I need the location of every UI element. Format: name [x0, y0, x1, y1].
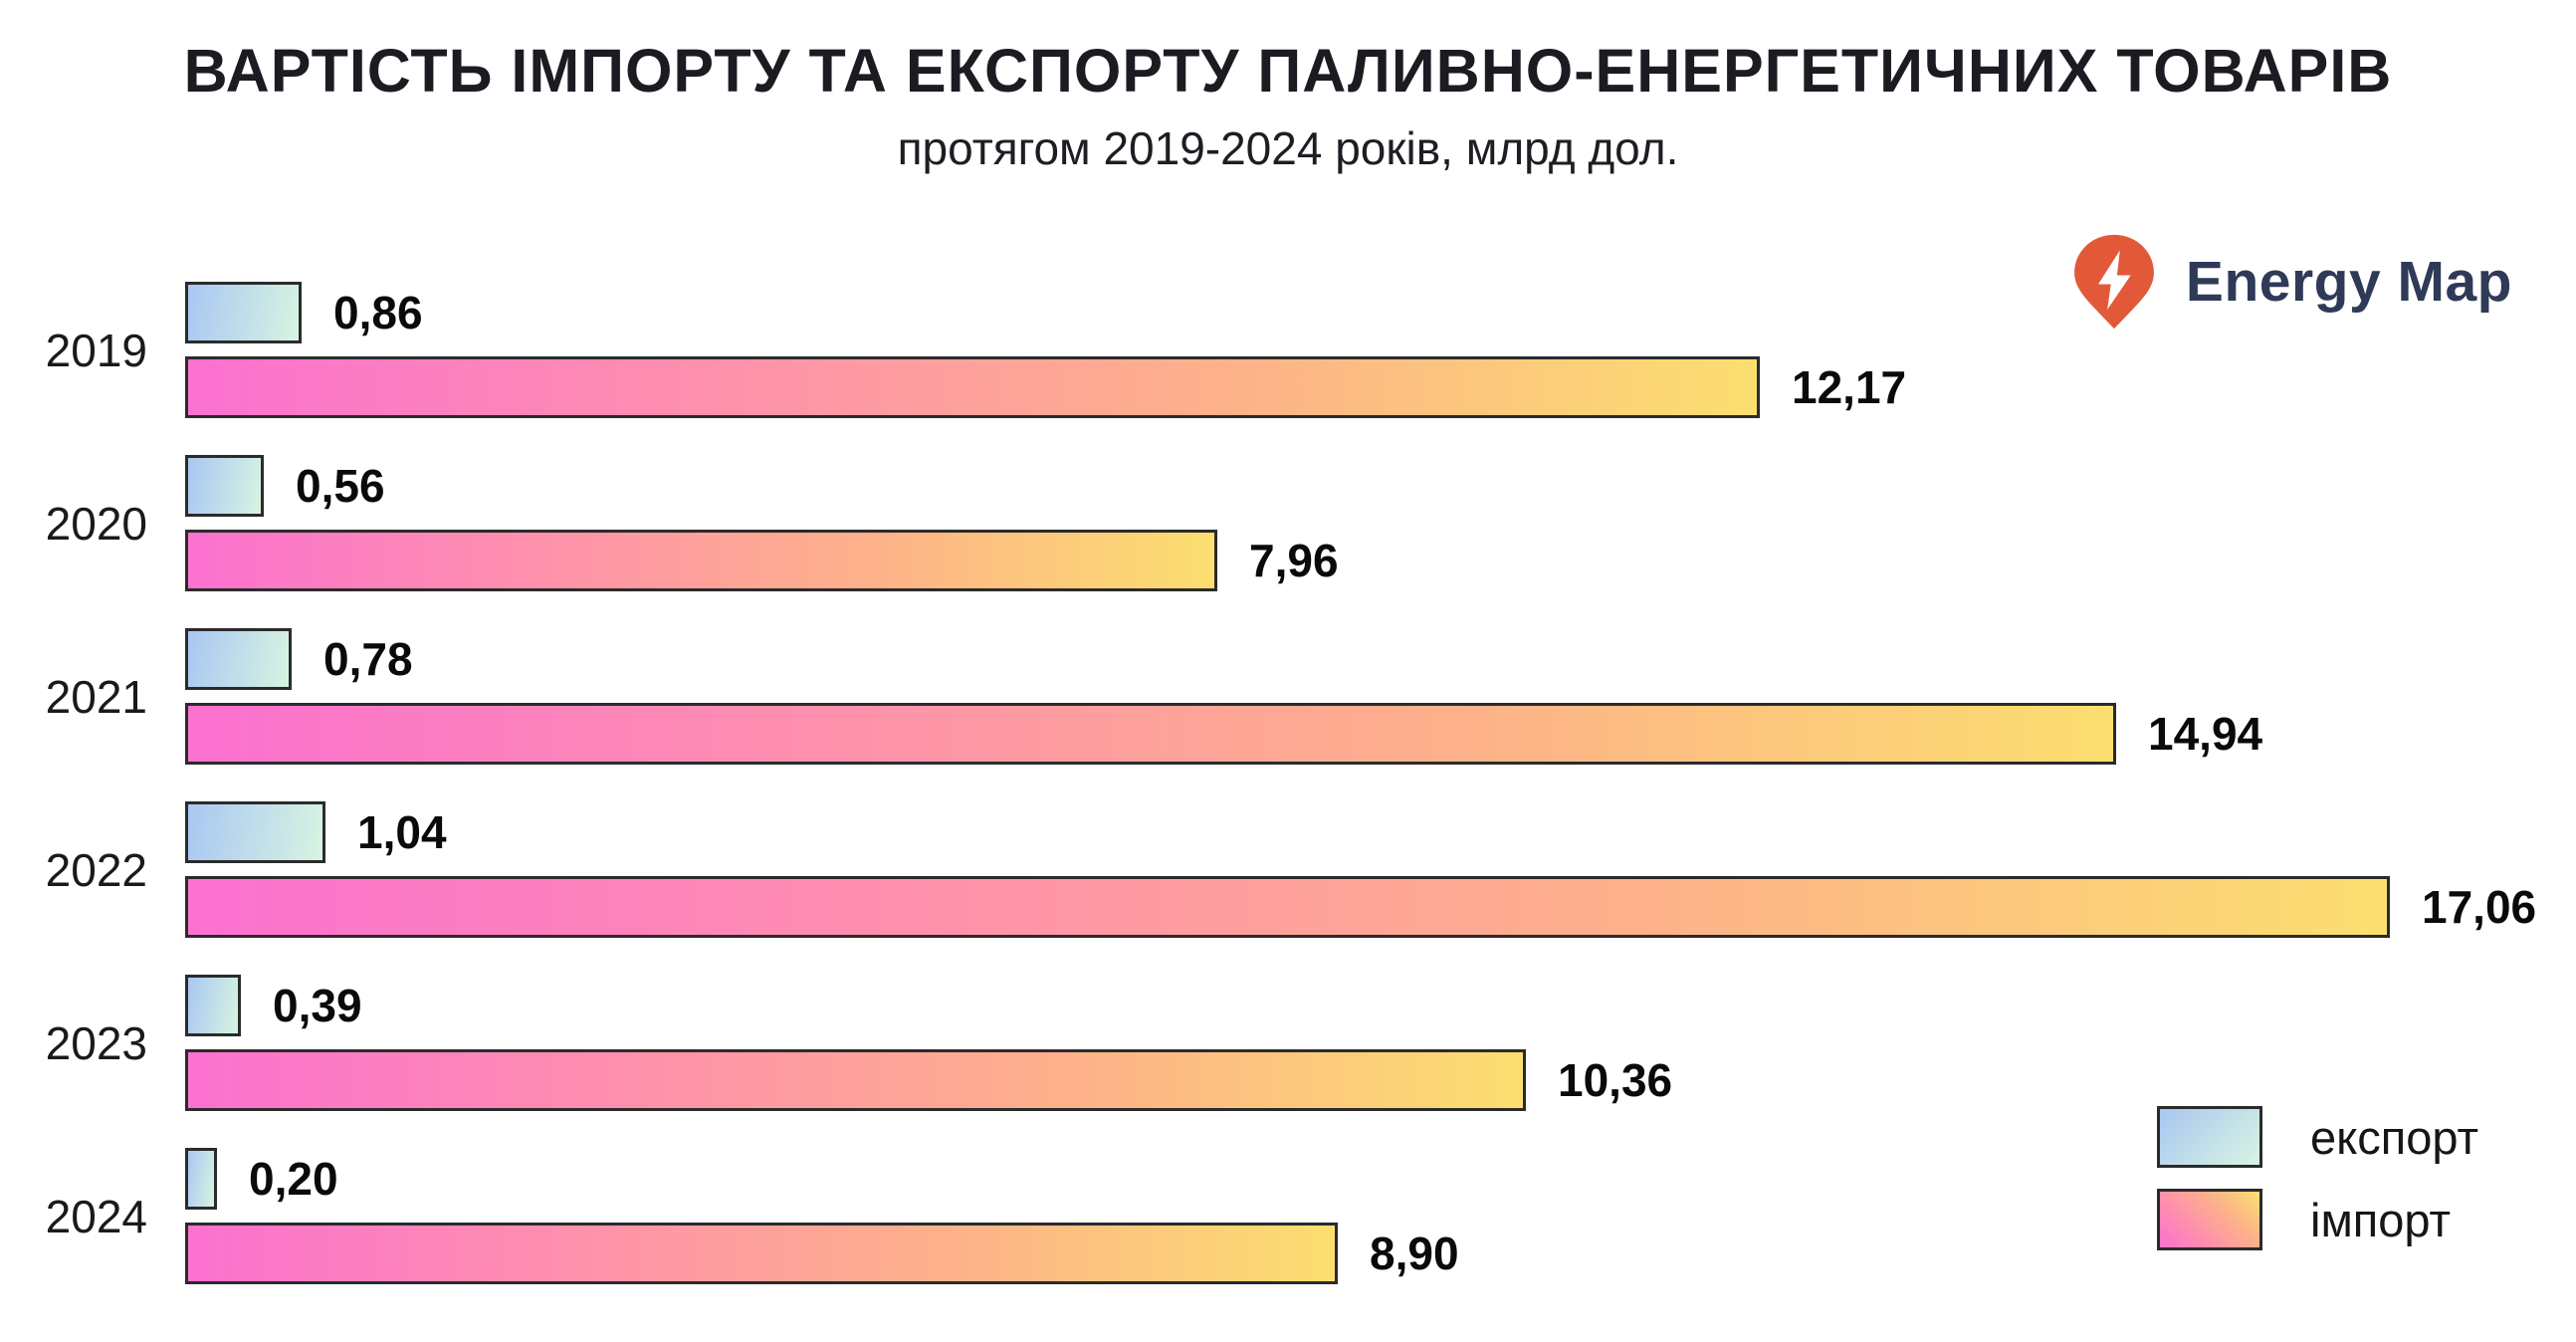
barline-export-2022: 1,04	[185, 801, 2576, 863]
value-label-import-2021: 14,94	[2148, 708, 2263, 760]
chart-row-2024: 2024 0,20 8,90	[0, 1148, 2576, 1284]
value-label-import-2020: 7,96	[1249, 535, 1339, 586]
year-label-2022: 2022	[45, 843, 147, 896]
value-label-export-2021: 0,78	[323, 633, 413, 685]
legend-item-export: експорт	[2157, 1106, 2478, 1168]
barline-export-2019: 0,86	[185, 282, 2576, 343]
bar-import-2021	[185, 703, 2116, 765]
bar-export-2021	[185, 628, 292, 690]
year-label-2023: 2023	[45, 1016, 147, 1069]
barline-import-2023: 10,36	[185, 1049, 2576, 1111]
bar-export-2020	[185, 455, 264, 517]
value-label-export-2022: 1,04	[357, 806, 447, 858]
bar-export-2022	[185, 801, 325, 863]
bar-export-2023	[185, 975, 241, 1036]
year-label-2021: 2021	[45, 670, 147, 723]
energy-map-wordmark: Energy Map	[2185, 250, 2512, 314]
bar-import-2019	[185, 356, 1760, 418]
legend-label-export: експорт	[2310, 1110, 2478, 1164]
value-label-import-2019: 12,17	[1792, 361, 1907, 413]
chart-legend: експорт імпорт	[2157, 1106, 2478, 1250]
chart-row-2020: 2020 0,56 7,96	[0, 455, 2576, 591]
value-label-import-2022: 17,06	[2422, 881, 2537, 933]
bar-import-2020	[185, 530, 1217, 591]
bar-import-2024	[185, 1223, 1338, 1284]
chart-row-2023: 2023 0,39 10,36	[0, 975, 2576, 1111]
chart-title: ВАРТІСТЬ ІМПОРТУ ТА ЕКСПОРТУ ПАЛИВНО-ЕНЕ…	[183, 37, 2393, 105]
energy-map-logo: Energy Map	[2070, 233, 2512, 331]
lightning-pin-icon	[2073, 234, 2154, 330]
barline-import-2021: 14,94	[185, 703, 2576, 765]
legend-label-import: імпорт	[2310, 1193, 2452, 1246]
barline-export-2021: 0,78	[185, 628, 2576, 690]
import-swatch	[2157, 1189, 2263, 1250]
chart-header: ВАРТІСТЬ ІМПОРТУ ТА ЕКСПОРТУ ПАЛИВНО-ЕНЕ…	[0, 36, 2576, 175]
chart-row-2022: 2022 1,04 17,06	[0, 801, 2576, 938]
value-label-export-2020: 0,56	[296, 460, 385, 512]
legend-item-import: імпорт	[2157, 1189, 2478, 1250]
barline-export-2024: 0,20	[185, 1148, 2576, 1210]
year-label-2024: 2024	[45, 1190, 147, 1242]
chart-subtitle: протягом 2019-2024 років, млрд дол.	[897, 122, 1679, 175]
barline-import-2022: 17,06	[185, 876, 2576, 938]
barline-export-2020: 0,56	[185, 455, 2576, 517]
bar-chart: 2019 0,86 12,17 2020 0,56 7,96 2021 0,78 14,94 20…	[0, 282, 2576, 1321]
chart-row-2019: 2019 0,86 12,17	[0, 282, 2576, 418]
barline-import-2019: 12,17	[185, 356, 2576, 418]
bar-import-2022	[185, 876, 2390, 938]
bar-import-2023	[185, 1049, 1526, 1111]
value-label-export-2023: 0,39	[273, 980, 362, 1031]
value-label-export-2019: 0,86	[333, 287, 423, 338]
bar-export-2019	[185, 282, 302, 343]
value-label-export-2024: 0,20	[249, 1153, 338, 1205]
year-label-2020: 2020	[45, 497, 147, 550]
value-label-import-2023: 10,36	[1558, 1054, 1673, 1106]
export-swatch	[2157, 1106, 2263, 1168]
year-label-2019: 2019	[45, 324, 147, 376]
barline-import-2020: 7,96	[185, 530, 2576, 591]
barline-export-2023: 0,39	[185, 975, 2576, 1036]
barline-import-2024: 8,90	[185, 1223, 2576, 1284]
value-label-import-2024: 8,90	[1370, 1228, 1459, 1279]
chart-row-2021: 2021 0,78 14,94	[0, 628, 2576, 765]
bar-export-2024	[185, 1148, 217, 1210]
